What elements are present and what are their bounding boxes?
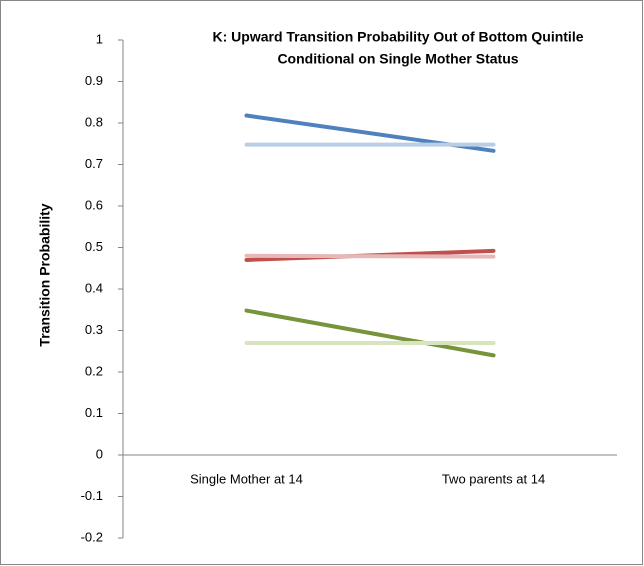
y-tick-label: -0.2 [81,529,103,544]
x-tick-label: Two parents at 14 [442,471,545,486]
x-tick-label: Single Mother at 14 [190,471,303,486]
chart-title: Conditional on Single Mother Status [277,51,518,67]
series-line [244,253,496,259]
chart-title: K: Upward Transition Probability Out of … [213,29,584,45]
series-line [244,308,496,358]
y-tick-label: 0.9 [85,73,103,88]
y-tick-label: 0.7 [85,156,103,171]
y-tick-label: 0.2 [85,363,103,378]
y-tick-label: 0.3 [85,322,103,337]
y-tick-label: 1 [96,31,103,46]
y-tick-label: 0.1 [85,405,103,420]
y-tick-label: 0.6 [85,197,103,212]
y-tick-label: 0.8 [85,114,103,129]
y-tick-label: 0.4 [85,280,103,295]
y-tick-label: -0.1 [81,488,103,503]
y-tick-label: 0.5 [85,239,103,254]
y-axis-label: Transition Probability [37,203,53,346]
y-tick-label: 0 [96,446,103,461]
